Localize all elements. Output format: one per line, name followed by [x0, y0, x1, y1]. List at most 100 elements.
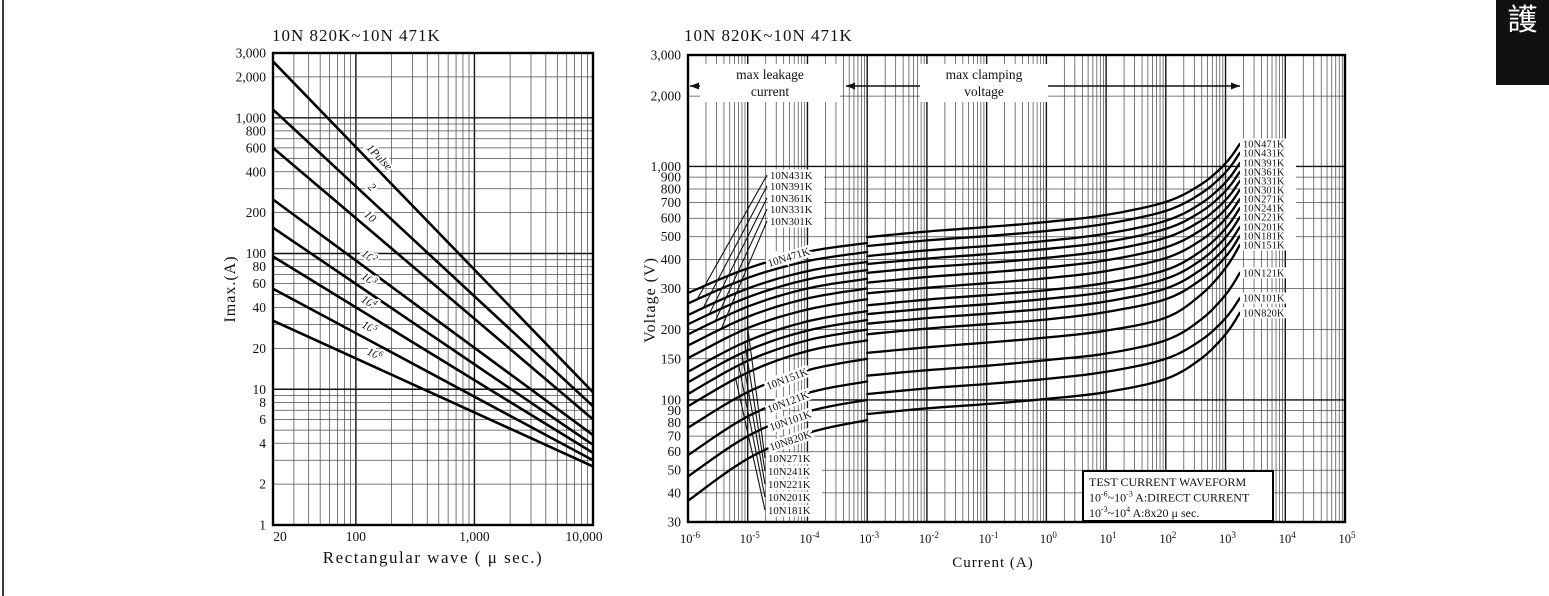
pulse-line-10^4	[272, 255, 594, 454]
text-run: 2,000	[651, 89, 682, 104]
text-run: max clamping	[946, 67, 1023, 82]
text-run: 10	[1040, 532, 1053, 546]
y-tick-label: 1	[259, 518, 266, 533]
y-tick-label: 800	[661, 182, 682, 197]
text-run: 2	[259, 477, 266, 492]
leader-line-10N331K	[714, 208, 768, 323]
curve-dc-10N820K	[686, 418, 869, 502]
left-chart-title: 10N 820K~10N 471K	[272, 26, 441, 45]
text-run: 10	[799, 532, 812, 546]
y-tick-label: 700	[661, 195, 682, 210]
text-run: 40	[253, 300, 267, 315]
text-run: 10N271K	[768, 453, 811, 465]
x-tick-label: 104	[1279, 530, 1297, 546]
text-run: voltage	[964, 84, 1004, 99]
text-run: 10N221K	[1243, 213, 1285, 224]
text-run: 10N820K	[1243, 308, 1285, 319]
text-run: 6	[259, 412, 266, 427]
text-run: 100	[246, 246, 267, 261]
series-label-2: 2	[365, 181, 378, 194]
y-tick-label: 900	[661, 170, 682, 185]
text-run: 1	[259, 518, 266, 533]
series-label-10^4: 104	[359, 292, 380, 312]
text-run: 70	[668, 429, 682, 444]
curve-pulse-10N391K	[866, 161, 1242, 258]
annotation-text: voltage	[964, 84, 1004, 99]
text-run: 2,000	[236, 69, 267, 84]
leader-line-10N391K	[702, 185, 768, 309]
right-chart-border	[686, 53, 1347, 524]
label-mask	[1240, 307, 1296, 319]
part-label-10N391K: 10N391K	[770, 181, 813, 193]
label-mask	[1240, 157, 1296, 169]
x-tick-label: 10-5	[740, 530, 760, 546]
x-tick-label: 10-6	[680, 530, 700, 546]
curve-dc-10N391K	[686, 260, 869, 317]
leader-line-10N361K	[708, 197, 768, 316]
text-run: 1,000	[459, 529, 490, 544]
label-mask	[1240, 166, 1296, 178]
text-run: 10	[919, 532, 932, 546]
text-run: 900	[661, 170, 682, 185]
text-run: -4	[812, 530, 820, 540]
label-mask	[766, 478, 822, 491]
leader-line-10N201K	[738, 365, 766, 498]
text-run: 300	[661, 281, 682, 296]
curve-dc-10N241K	[686, 309, 869, 373]
text-run: 10N471K	[1243, 139, 1285, 150]
y-tick-label: 800	[246, 123, 267, 138]
text-run: 2	[1172, 530, 1177, 540]
label-mask	[1240, 175, 1296, 187]
curve-pulse-10N151K	[866, 243, 1242, 355]
text-run: 1	[1112, 530, 1117, 540]
y-tick-label: 90	[668, 403, 682, 418]
y-tick-label: 70	[668, 429, 682, 444]
series-label-10: 10	[361, 209, 378, 226]
curve-end-label-10N221K: 10N221K	[1243, 213, 1285, 224]
label-mask	[1240, 147, 1296, 159]
text-run: 400	[246, 164, 267, 179]
label-mask	[1240, 202, 1296, 214]
x-tick-label: 100	[346, 529, 367, 544]
text-run: 30	[668, 515, 682, 530]
curve-end-label-10N391K: 10N391K	[1243, 159, 1285, 170]
text-run: 10N201K	[768, 492, 811, 504]
text-run: 10N271K	[1243, 195, 1285, 206]
text-run: 10N241K	[1243, 204, 1285, 215]
right-chart-annotations: max leakage current max clamping voltage	[690, 64, 1240, 102]
test-box-line: 10-6~10-3 A:DIRECT CURRENT	[1089, 490, 1250, 505]
label-mask	[768, 192, 824, 205]
text-run: current	[751, 84, 789, 99]
y-tick-label: 600	[246, 140, 267, 155]
part-label-10N201K: 10N201K	[768, 492, 811, 504]
label-mask	[1240, 221, 1296, 233]
text-run: 10	[1339, 532, 1352, 546]
text-run: 10N331K	[770, 204, 813, 216]
pulse-line-2	[272, 108, 594, 408]
text-run: 1Pulse	[364, 142, 394, 173]
y-tick-label: 4	[259, 436, 266, 451]
text-run: 10N181K	[1243, 231, 1285, 242]
y-tick-label: 8	[259, 395, 266, 410]
y-tick-label: 150	[661, 351, 682, 366]
test-box-line: TEST CURRENT WAVEFORM	[1089, 475, 1246, 489]
text-run: -3	[1101, 505, 1108, 514]
leader-line-10N241K	[744, 342, 766, 472]
part-label-10N271K: 10N271K	[768, 453, 811, 465]
pulse-line-10^5	[272, 287, 594, 462]
right-chart-ylabel: Voltage (V)	[642, 257, 659, 343]
text-run: 10	[979, 532, 992, 546]
part-label-10N241K: 10N241K	[768, 466, 811, 478]
pulse-line-10^6	[272, 319, 594, 468]
y-tick-label: 2	[259, 477, 266, 492]
text-run: 200	[246, 205, 267, 220]
text-run: 0	[1052, 530, 1057, 540]
annotation-text: max leakage	[736, 67, 804, 82]
text-run: 10	[1089, 506, 1101, 520]
text-run: 5	[372, 323, 380, 333]
x-tick-label: 100	[1040, 530, 1058, 546]
pulse-line-10^2	[272, 198, 594, 437]
label-mask	[766, 491, 822, 504]
